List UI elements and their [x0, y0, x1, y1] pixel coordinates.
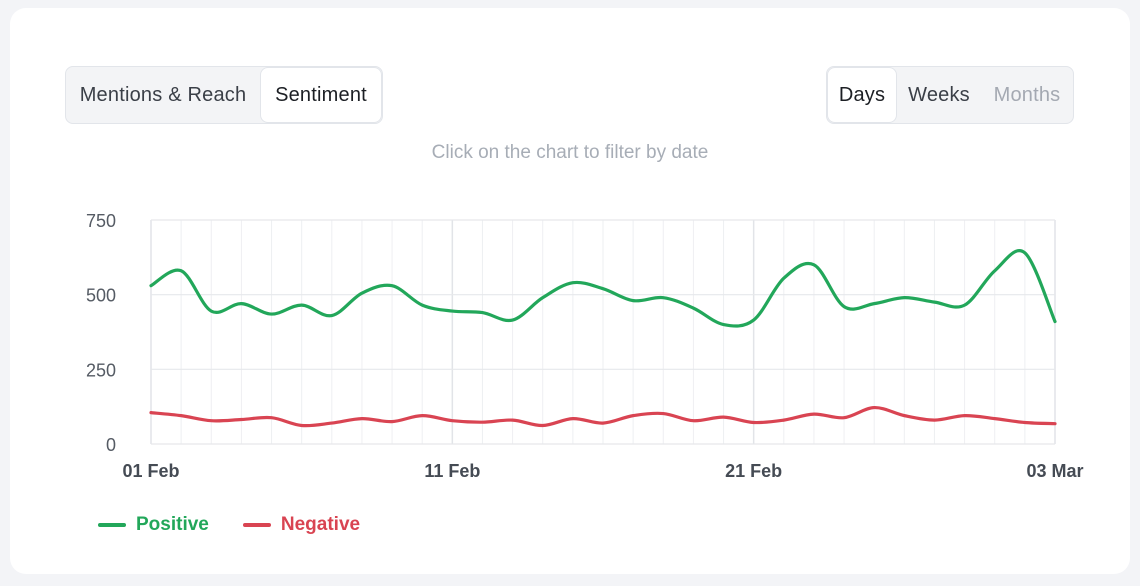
series-line-negative	[149, 405, 1057, 428]
legend-item-positive[interactable]: Positive	[98, 514, 209, 536]
legend-item-negative[interactable]: Negative	[242, 514, 361, 536]
y-tick-label: 0	[106, 435, 116, 455]
legend-swatch-negative	[242, 523, 271, 527]
chart-legend: Positive Negative	[98, 514, 360, 536]
period-months: Months	[993, 83, 1061, 106]
x-tick-label: 21 Feb	[725, 461, 782, 481]
y-tick-label: 250	[86, 360, 116, 380]
chart-hint: Click on the chart to filter by date	[431, 142, 709, 163]
legend-label-positive: Positive	[136, 514, 209, 535]
tab-mentions-reach[interactable]: Mentions & Reach	[79, 83, 247, 106]
period-weeks[interactable]: Weeks	[908, 83, 970, 106]
y-tick-label: 500	[86, 286, 116, 306]
series-line-positive	[149, 249, 1057, 328]
y-tick-label: 750	[86, 211, 116, 231]
legend-label-negative: Negative	[280, 514, 361, 535]
period-toggle: Days Weeks Months	[826, 66, 1074, 124]
period-days[interactable]: Days	[827, 67, 897, 123]
view-toggle: Mentions & Reach Sentiment	[65, 66, 383, 124]
x-tick-label: 03 Mar	[1026, 461, 1083, 481]
legend-swatch-positive	[98, 523, 126, 527]
x-tick-label: 01 Feb	[122, 461, 179, 481]
tab-sentiment[interactable]: Sentiment	[260, 67, 382, 123]
sentiment-line-chart[interactable]: 0 250 500 750 01 Feb 11 Feb 21 Feb 03 Mar	[10, 8, 1130, 574]
x-tick-label: 11 Feb	[424, 461, 480, 481]
chart-card: Mentions & Reach Sentiment Days Weeks Mo…	[10, 8, 1130, 574]
